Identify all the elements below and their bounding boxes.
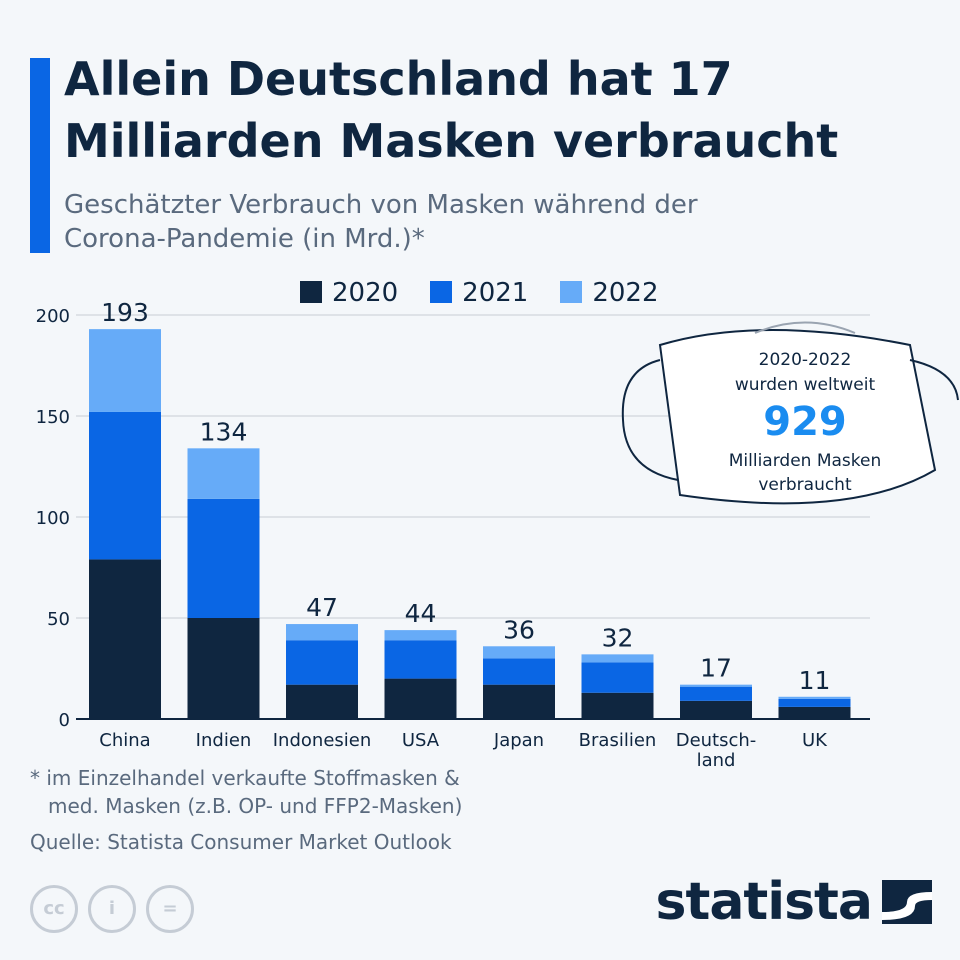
bar-segment-2022: [286, 624, 358, 641]
callout-line2: wurden weltweit: [735, 375, 876, 395]
x-tick-label: Brasilien: [579, 730, 657, 751]
legend-swatch: [300, 281, 322, 303]
statista-logo: statista: [656, 872, 932, 932]
legend-swatch: [560, 281, 583, 303]
bar-segment-2021: [187, 498, 260, 618]
bar-segment-2021: [581, 662, 654, 693]
bar-segment-2021: [483, 658, 555, 685]
legend: 2020 2021 2022: [300, 278, 659, 308]
bar-segment-2020: [384, 678, 457, 719]
bar-segment-2020: [286, 684, 358, 719]
y-tick-label: 200: [36, 306, 70, 327]
bar-segment-2022: [384, 630, 457, 641]
callout-value: 929: [763, 399, 847, 445]
bar-segment-2022: [581, 654, 654, 663]
bar-segment-2020: [778, 706, 851, 719]
bar-segment-2020: [187, 618, 260, 719]
total-label: 32: [602, 623, 634, 652]
callout-line4: verbraucht: [758, 475, 852, 495]
y-tick-label: 150: [36, 407, 70, 428]
bar-segment-2021: [89, 411, 161, 560]
y-tick-label: 50: [47, 609, 70, 630]
y-tick-label: 0: [59, 710, 70, 731]
callout-line3: Milliarden Masken: [729, 451, 882, 471]
bar-segment-2020: [89, 559, 161, 719]
total-label: 11: [799, 666, 831, 695]
footnote-line1: * im Einzelhandel verkaufte Stoffmasken …: [30, 766, 460, 790]
subtitle: Geschätzter Verbrauch von Masken während…: [64, 190, 698, 254]
total-label: 193: [101, 298, 149, 327]
bar-segment-2021: [286, 640, 358, 685]
legend-label: 2022: [592, 278, 659, 308]
legend-label: 2021: [462, 278, 529, 308]
bar-segment-2022: [187, 448, 260, 499]
total-label: 36: [503, 615, 535, 644]
legend-item: 2020: [300, 278, 398, 308]
bar-segment-2021: [778, 698, 851, 707]
cc-icon: cc: [30, 885, 78, 933]
bar-segment-2021: [680, 686, 752, 701]
x-tick-label: land: [697, 750, 736, 771]
callout-line1: 2020-2022: [759, 350, 852, 370]
page-title: Allein Deutschland hat 17 Milliarden Mas…: [64, 52, 839, 168]
y-tick-label: 100: [36, 508, 70, 529]
total-label: 134: [200, 417, 248, 446]
by-icon: i: [88, 885, 136, 933]
bar-segment-2020: [483, 684, 555, 719]
legend-item: 2022: [560, 278, 659, 308]
bar-segment-2020: [581, 692, 654, 719]
bar-segment-2022: [778, 696, 851, 699]
statista-logo-icon: [882, 880, 932, 924]
x-tick-label: Indien: [196, 730, 252, 751]
legend-swatch: [430, 281, 453, 303]
bar-segment-2022: [483, 646, 555, 659]
x-tick-label: USA: [402, 730, 440, 751]
source: Quelle: Statista Consumer Market Outlook: [30, 830, 452, 854]
x-tick-label: UK: [802, 730, 828, 751]
bar-segment-2022: [680, 684, 752, 687]
bar-segment-2021: [384, 640, 457, 679]
footnote-line2: med. Masken (z.B. OP- und FFP2-Masken): [48, 794, 463, 818]
bar-segment-2020: [680, 700, 752, 719]
x-tick-label: Deutsch-: [676, 730, 757, 751]
legend-item: 2021: [430, 278, 528, 308]
total-label: 44: [405, 599, 437, 628]
mask-callout: 2020-2022 wurden weltweit 929 Milliarden…: [621, 321, 959, 505]
legend-label: 2020: [332, 278, 399, 308]
bar-segment-2022: [89, 329, 161, 412]
x-tick-label: Indonesien: [273, 730, 372, 751]
title-accent: [30, 58, 50, 253]
x-tick-label: Japan: [493, 730, 544, 751]
x-tick-label: China: [99, 730, 150, 751]
total-label: 17: [700, 654, 732, 683]
nd-icon: =: [146, 885, 194, 933]
total-label: 47: [306, 593, 338, 622]
